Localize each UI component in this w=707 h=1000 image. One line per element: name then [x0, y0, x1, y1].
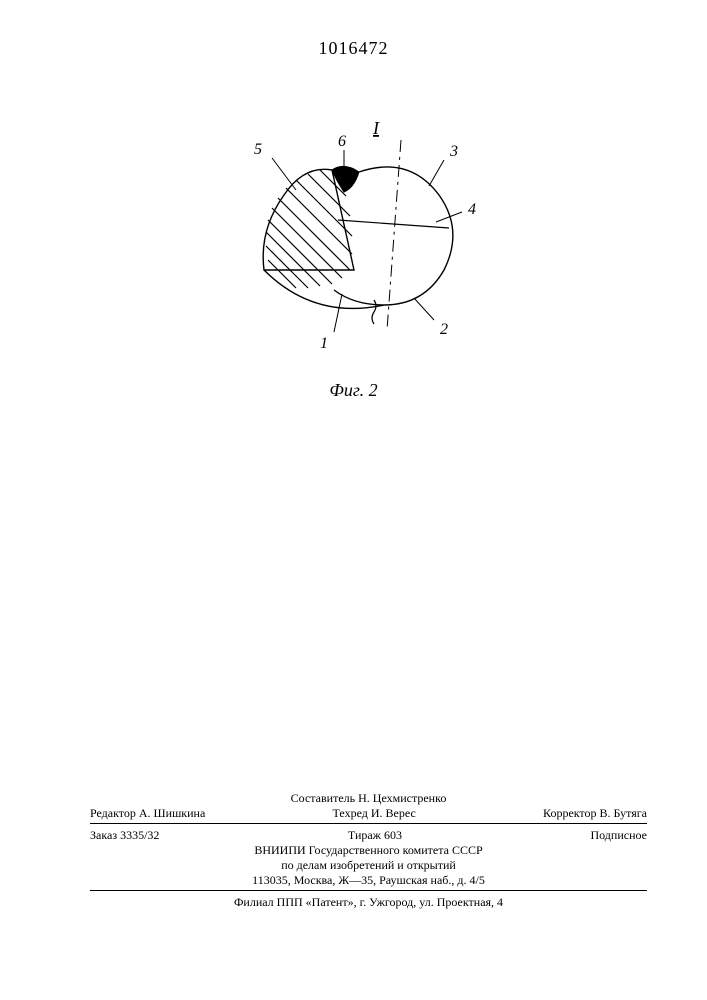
- label-2: 2: [440, 321, 448, 338]
- order-label: Заказ: [90, 828, 117, 842]
- compiler-label: Составитель: [291, 791, 355, 805]
- view-label: I: [372, 120, 380, 138]
- hatch: [266, 232, 320, 286]
- corrector-name: В. Бутяга: [600, 806, 647, 820]
- hatch: [268, 260, 296, 288]
- branch-line: Филиал ППП «Патент», г. Ужгород, ул. Про…: [90, 895, 647, 910]
- techred-name: И. Верес: [371, 806, 416, 820]
- leader-2: [414, 298, 434, 320]
- leader-3: [429, 160, 444, 186]
- org-address: 113035, Москва, Ж—35, Раушская наб., д. …: [90, 873, 647, 888]
- hatch: [278, 198, 350, 270]
- leader-1: [334, 294, 342, 332]
- document-number: 1016472: [0, 38, 707, 59]
- hatch: [286, 188, 352, 254]
- break-line: [372, 300, 376, 324]
- figure-svg: I: [204, 120, 504, 380]
- hatch: [272, 208, 342, 278]
- compiler-name: Н. Цехмистренко: [358, 791, 446, 805]
- tirage-label: Тираж: [348, 828, 381, 842]
- footer-rule-2: [90, 890, 647, 891]
- label-6: 6: [338, 133, 346, 150]
- label-1: 1: [320, 335, 328, 352]
- editor-name: А. Шишкина: [139, 806, 205, 820]
- label-4: 4: [468, 201, 476, 218]
- footer-rule-1: [90, 823, 647, 824]
- footer-block: Составитель Н. Цехмистренко Редактор А. …: [90, 791, 647, 910]
- tirage-value: 603: [384, 828, 402, 842]
- org-line-1: ВНИИПИ Государственного комитета СССР: [90, 843, 647, 858]
- org-line-2: по делам изобретений и открытий: [90, 858, 647, 873]
- editor-label: Редактор: [90, 806, 136, 820]
- label-3: 3: [449, 143, 458, 160]
- figure-caption: Фиг. 2: [0, 380, 707, 401]
- center-axis: [387, 140, 401, 330]
- figure-container: I: [0, 120, 707, 385]
- techred-label: Техред: [333, 806, 368, 820]
- hatch: [268, 220, 332, 284]
- page: 1016472 I: [0, 0, 707, 1000]
- leader-5: [272, 158, 296, 190]
- order-value: 3335/32: [120, 828, 159, 842]
- chord-line: [338, 220, 449, 228]
- label-5: 5: [254, 141, 262, 158]
- subscription: Подписное: [590, 828, 647, 843]
- corrector-label: Корректор: [543, 806, 597, 820]
